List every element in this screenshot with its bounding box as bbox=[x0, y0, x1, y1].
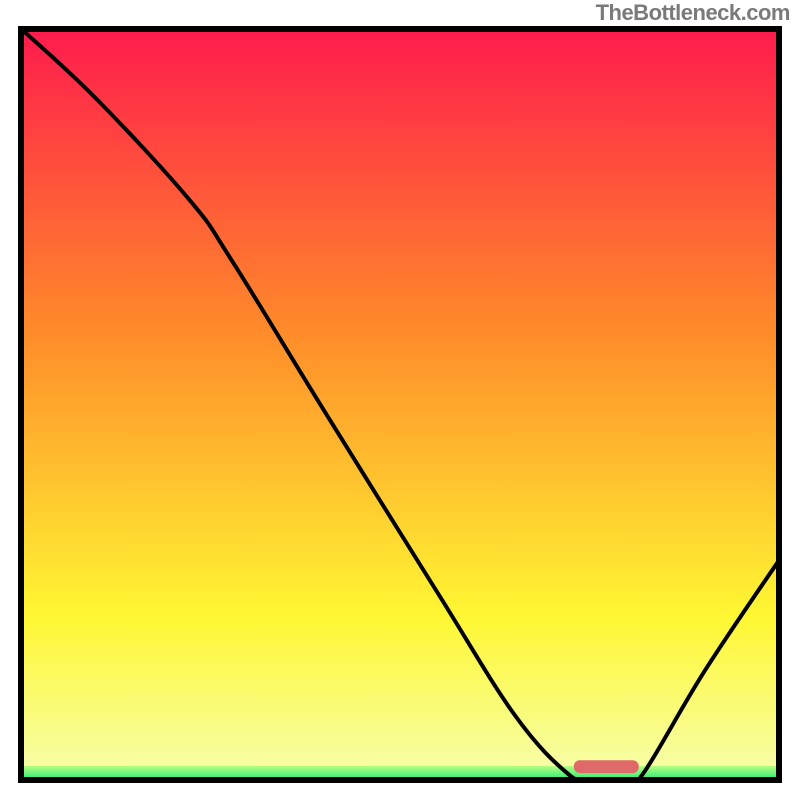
optimal-marker bbox=[574, 760, 639, 773]
curve-layer bbox=[18, 26, 782, 783]
watermark-text: TheBottleneck.com bbox=[596, 0, 790, 26]
plot-area bbox=[18, 26, 782, 783]
bottleneck-curve bbox=[18, 26, 782, 782]
chart-container: TheBottleneck.com bbox=[0, 0, 800, 800]
